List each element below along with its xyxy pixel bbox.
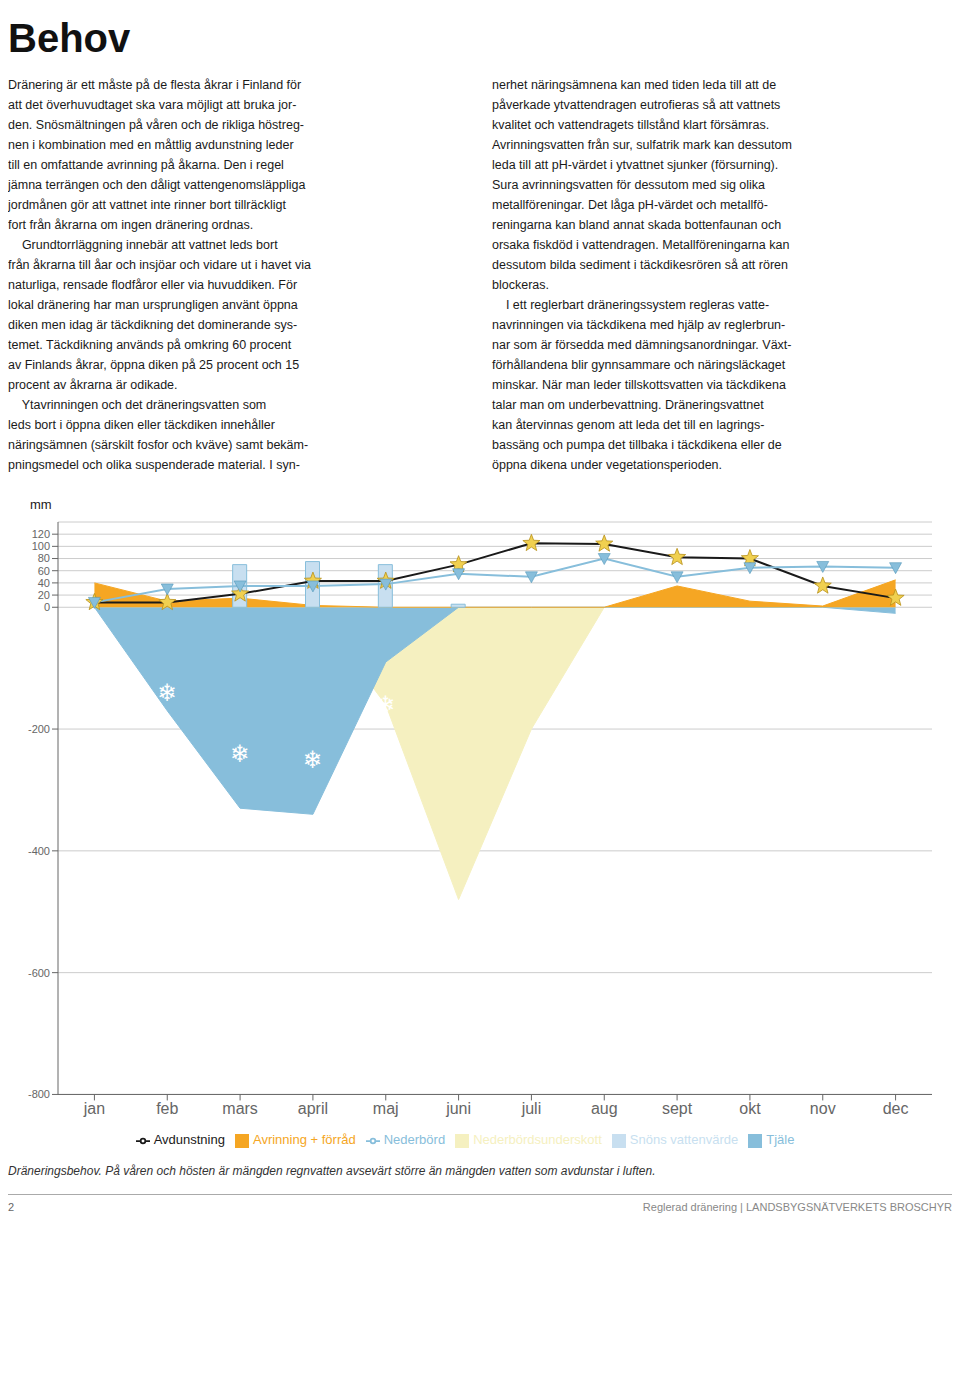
svg-text:❄: ❄ [157, 679, 177, 706]
html-text:Nederbördsunderskott: Nederbördsunderskott [473, 1132, 602, 1148]
html-text:Dränering är ett måste på de f: Dränering är ett måste på de flesta åkra… [8, 78, 311, 472]
html-text:mm: mm [30, 497, 52, 512]
svg-text:juli: juli [521, 1100, 542, 1117]
html-text:Reglerad dränering | LANDSBYGS: Reglerad dränering | LANDSBYGSNÄTVERKETS… [642, 1201, 952, 1213]
svg-text:jan: jan [83, 1100, 105, 1117]
html-text:nerhet näringsämnena kan med t: nerhet näringsämnena kan med tiden leda … [492, 78, 792, 472]
svg-text:80: 80 [38, 552, 50, 564]
html-text:Nederbörd: Nederbörd [383, 1132, 446, 1148]
svg-text:maj: maj [373, 1100, 399, 1117]
html-text:Dräneringsbehov. På våren och: Dräneringsbehov. På våren och hösten är … [8, 1164, 656, 1178]
svg-text:juni: juni [445, 1100, 471, 1117]
html-text:2: 2 [8, 1201, 15, 1213]
svg-text:sept: sept [662, 1100, 693, 1117]
html-text:Avdunstning: Avdunstning [153, 1132, 225, 1148]
svg-text:100: 100 [32, 540, 50, 552]
svg-text:❄: ❄ [303, 746, 323, 773]
svg-text:-600: -600 [28, 967, 50, 979]
svg-text:20: 20 [38, 589, 50, 601]
svg-text:okt: okt [739, 1100, 761, 1117]
svg-text:-200: -200 [28, 723, 50, 735]
html-text:Behov: Behov [8, 16, 131, 60]
svg-text:❄: ❄ [376, 691, 396, 718]
svg-text:feb: feb [156, 1100, 178, 1117]
svg-text:nov: nov [810, 1100, 836, 1117]
svg-text:-800: -800 [28, 1088, 50, 1100]
svg-text:dec: dec [883, 1100, 909, 1117]
svg-text:60: 60 [38, 565, 50, 577]
svg-text:mars: mars [222, 1100, 258, 1117]
html-text:Tjäle: Tjäle [766, 1132, 795, 1148]
svg-text:april: april [298, 1100, 328, 1117]
svg-text:0: 0 [44, 601, 50, 613]
svg-text:40: 40 [38, 577, 50, 589]
svg-text:aug: aug [591, 1100, 618, 1117]
svg-text:120: 120 [32, 528, 50, 540]
svg-text:❄: ❄ [230, 740, 250, 767]
html-text:Snöns vattenvärde: Snöns vattenvärde [629, 1132, 739, 1148]
html-text:Avrinning + förråd: Avrinning + förråd [253, 1132, 356, 1148]
svg-text:-400: -400 [28, 845, 50, 857]
